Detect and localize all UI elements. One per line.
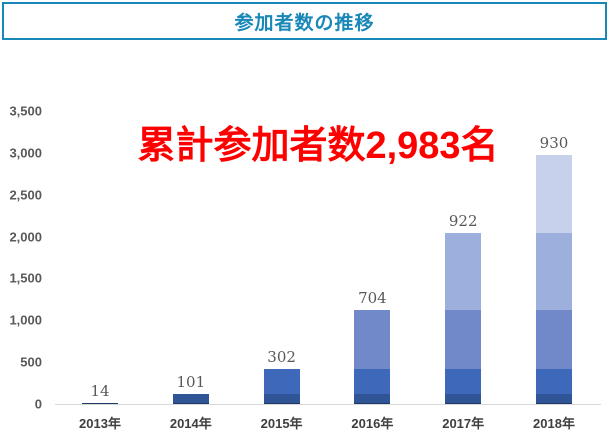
bar-segment: [263, 402, 300, 404]
y-axis-tick-label: 3,000: [9, 145, 42, 161]
x-axis-category-label: 2018年: [533, 416, 575, 431]
cumulative-annotation: 累計参加者数2,983名: [137, 125, 499, 167]
title-box: 参加者数の推移: [2, 2, 607, 40]
x-axis-category-label: 2016年: [351, 416, 394, 431]
chart-title: 参加者数の推移: [234, 12, 375, 34]
bar-value-label: 14: [90, 381, 110, 400]
bar-segment: [445, 310, 482, 370]
bar: [263, 369, 300, 404]
x-axis-line: [55, 404, 601, 405]
bar: [354, 310, 391, 404]
y-axis-tick-label: 500: [20, 354, 42, 370]
bar-segment: [82, 402, 118, 404]
bar-segment: [445, 402, 482, 404]
bar-segment: [354, 369, 391, 395]
bar-segment: [445, 394, 482, 403]
bar: [445, 232, 482, 404]
chart: 累計参加者数2,983名 0 500 1,000 1,500 2,000 2,500 3,0…: [0, 40, 609, 442]
y-axis-tick-label: 2,500: [9, 187, 42, 203]
bar-value-label: 930: [539, 134, 569, 153]
bar-segment: [536, 232, 572, 311]
x-axis-category-label: 2017年: [442, 416, 485, 431]
bar-value-label: 704: [358, 289, 387, 308]
bar-segment: [263, 369, 300, 395]
bar-segment: [536, 369, 572, 395]
bar-value-label: 922: [448, 211, 478, 230]
bar-segment: [445, 369, 482, 395]
bar-segment: [536, 394, 572, 403]
bar-segment: [263, 394, 300, 403]
y-axis-tick-label: 3,500: [9, 103, 42, 119]
bar-segment: [354, 310, 391, 370]
x-axis-category-label: 2014年: [169, 416, 212, 431]
bar: [82, 402, 118, 404]
bar-segment: [172, 402, 209, 404]
bar-segment: [536, 155, 572, 233]
bar-segment: [172, 394, 209, 403]
y-axis-tick-label: 1,500: [9, 270, 42, 286]
x-axis-category-label: 2015年: [260, 416, 303, 431]
bar-segment: [445, 232, 482, 311]
bar: [172, 394, 209, 404]
bar-segment: [354, 402, 391, 404]
y-axis-tick-label: 2,000: [9, 229, 42, 245]
y-axis-tick-label: 0: [34, 396, 42, 412]
y-axis-tick-label: 1,000: [9, 312, 42, 328]
bar-value-label: 302: [267, 348, 296, 367]
bar-segment: [354, 394, 391, 403]
bar-segment: [536, 310, 572, 370]
x-axis-category-label: 2013年: [79, 416, 121, 431]
bar-segment: [536, 402, 572, 404]
bar: [536, 155, 572, 404]
bar-value-label: 101: [176, 373, 206, 392]
